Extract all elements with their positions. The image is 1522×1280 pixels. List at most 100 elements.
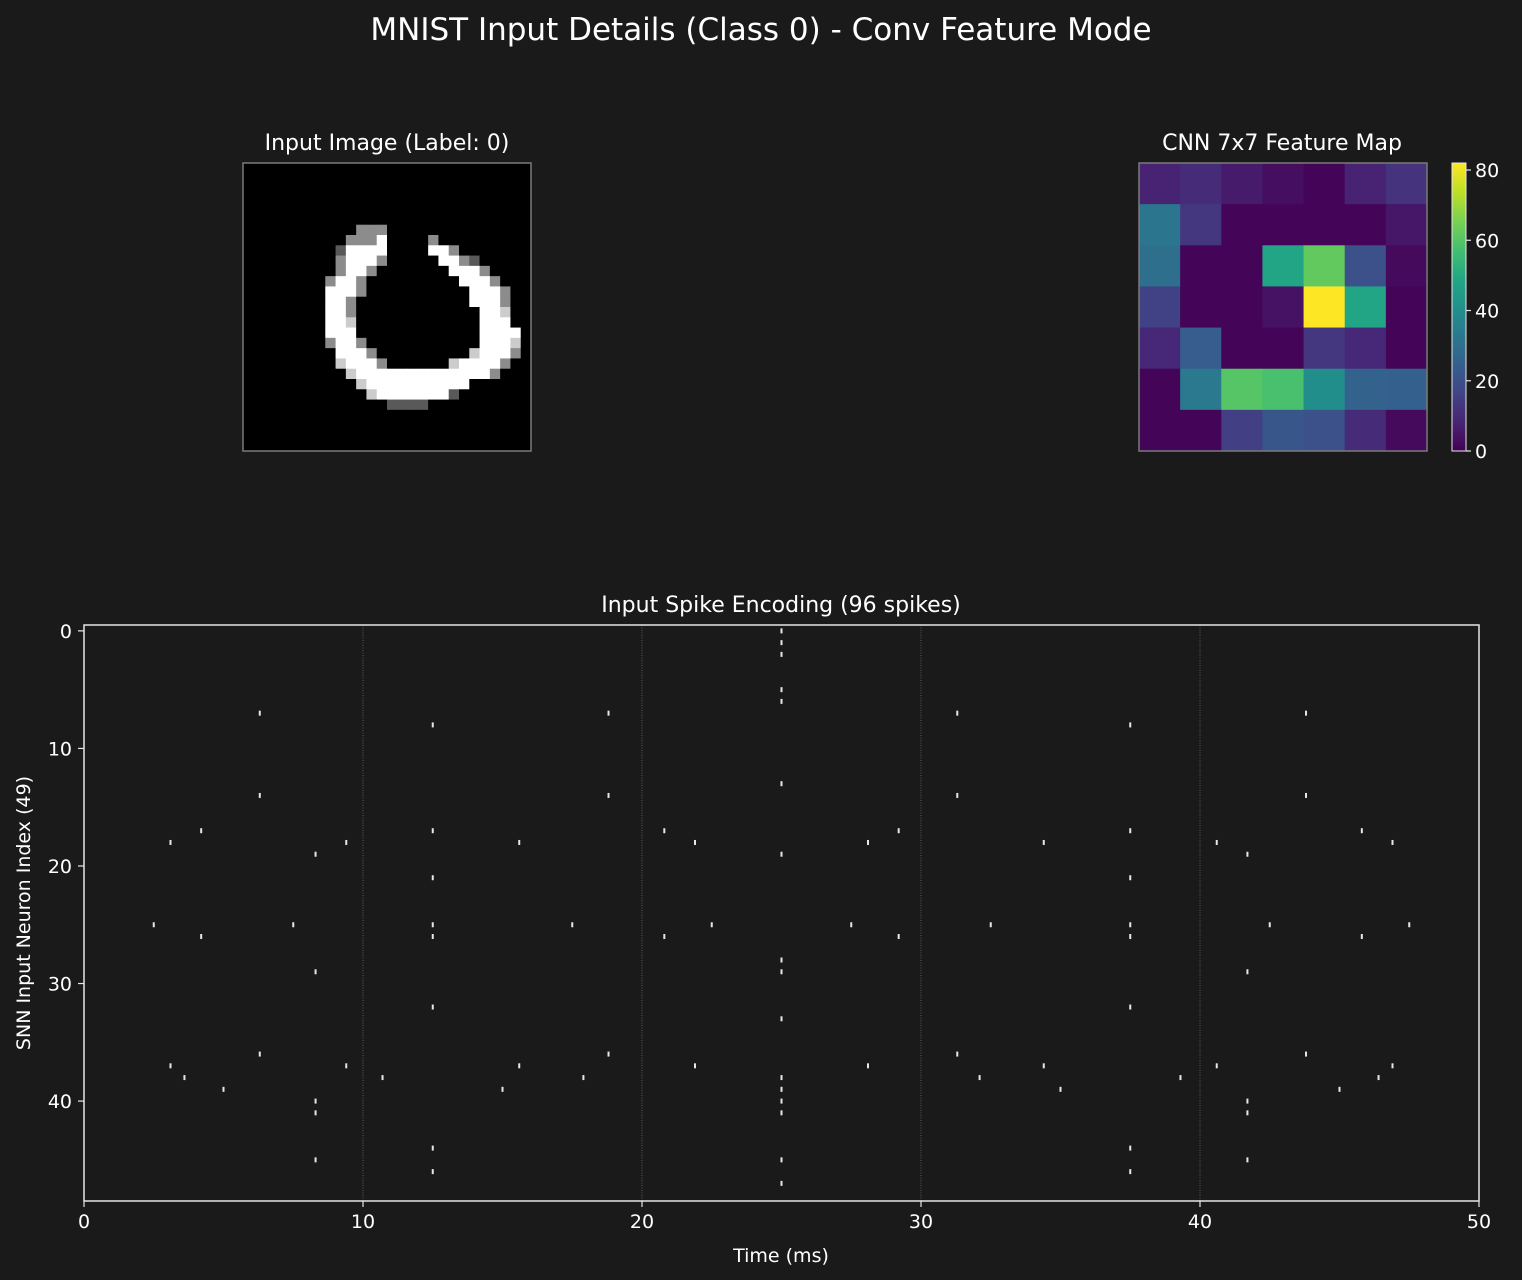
image-pixel (376, 337, 388, 349)
image-pixel (273, 255, 285, 267)
image-pixel (366, 317, 378, 328)
image-pixel (253, 399, 264, 411)
feature-map-cell (1303, 409, 1346, 452)
image-pixel (294, 276, 306, 287)
image-pixel (500, 379, 511, 390)
feature-map-cell (1139, 368, 1181, 411)
image-pixel (417, 224, 429, 236)
image-pixel (510, 399, 522, 411)
image-pixel (510, 235, 522, 246)
image-pixel (500, 399, 511, 411)
image-pixel (273, 224, 285, 236)
image-pixel (479, 348, 491, 359)
image-pixel (304, 409, 316, 421)
image-pixel (417, 235, 429, 246)
image-pixel (469, 214, 480, 226)
image-pixel (325, 224, 336, 236)
image-pixel (520, 296, 532, 308)
feature-map-cell (1180, 286, 1222, 328)
image-pixel (325, 430, 336, 442)
image-pixel (366, 296, 378, 308)
image-pixel (407, 173, 419, 184)
image-pixel (243, 389, 254, 400)
image-pixel (325, 358, 336, 370)
image-pixel (253, 409, 264, 421)
image-pixel (325, 379, 336, 390)
image-pixel (356, 173, 367, 184)
image-pixel (325, 286, 336, 298)
image-pixel (284, 327, 295, 339)
image-pixel (407, 235, 419, 246)
image-pixel (417, 214, 429, 226)
image-pixel (469, 358, 480, 370)
image-pixel (407, 368, 419, 380)
image-pixel (417, 296, 429, 308)
image-pixel (407, 348, 419, 359)
image-pixel (448, 286, 460, 298)
image-pixel (448, 173, 460, 184)
image-pixel (397, 193, 408, 205)
image-pixel (263, 389, 275, 400)
image-pixel (428, 235, 439, 246)
image-pixel (345, 440, 357, 452)
image-pixel (345, 420, 357, 431)
image-pixel (397, 368, 408, 380)
image-pixel (397, 183, 408, 195)
image-pixel (273, 379, 285, 390)
feature-map-cell (1385, 368, 1428, 411)
image-pixel (500, 173, 511, 184)
image-pixel (510, 307, 522, 318)
image-pixel (459, 327, 470, 339)
image-pixel (448, 307, 460, 318)
image-pixel (417, 379, 429, 390)
image-pixel (315, 409, 326, 421)
image-pixel (387, 183, 398, 195)
image-pixel (335, 286, 347, 298)
image-pixel (356, 348, 367, 359)
feature-map-cell (1303, 163, 1346, 205)
image-pixel (315, 173, 326, 184)
image-pixel (366, 348, 378, 359)
image-pixel (253, 430, 264, 442)
image-pixel (459, 224, 470, 236)
image-pixel (438, 389, 450, 400)
image-pixel (253, 235, 264, 246)
image-pixel (366, 265, 378, 277)
image-pixel (397, 286, 408, 298)
image-pixel (325, 173, 336, 184)
image-pixel (438, 163, 450, 174)
image-pixel (253, 379, 264, 390)
image-pixel (479, 327, 491, 339)
image-pixel (335, 317, 347, 328)
image-pixel (273, 214, 285, 226)
image-pixel (520, 348, 532, 359)
image-pixel (448, 255, 460, 267)
image-pixel (273, 317, 285, 328)
image-pixel (469, 265, 480, 277)
image-pixel (448, 348, 460, 359)
image-pixel (345, 265, 357, 277)
feature-map-cell (1303, 286, 1346, 328)
image-pixel (438, 379, 450, 390)
image-pixel (376, 440, 388, 452)
image-pixel (397, 235, 408, 246)
image-pixel (335, 389, 347, 400)
image-pixel (315, 440, 326, 452)
image-pixel (325, 440, 336, 452)
image-pixel (315, 245, 326, 256)
image-pixel (294, 348, 306, 359)
image-pixel (520, 399, 532, 411)
image-pixel (356, 440, 367, 452)
y-tick-label: 0 (60, 621, 72, 643)
feature-map-cell (1385, 409, 1428, 452)
image-pixel (263, 235, 275, 246)
feature-map-cell (1262, 286, 1304, 328)
image-pixel (479, 368, 491, 380)
feature-map-cell (1139, 327, 1181, 370)
image-pixel (489, 430, 501, 442)
image-pixel (469, 379, 480, 390)
image-pixel (479, 163, 491, 174)
image-pixel (294, 163, 306, 174)
image-pixel (479, 430, 491, 442)
